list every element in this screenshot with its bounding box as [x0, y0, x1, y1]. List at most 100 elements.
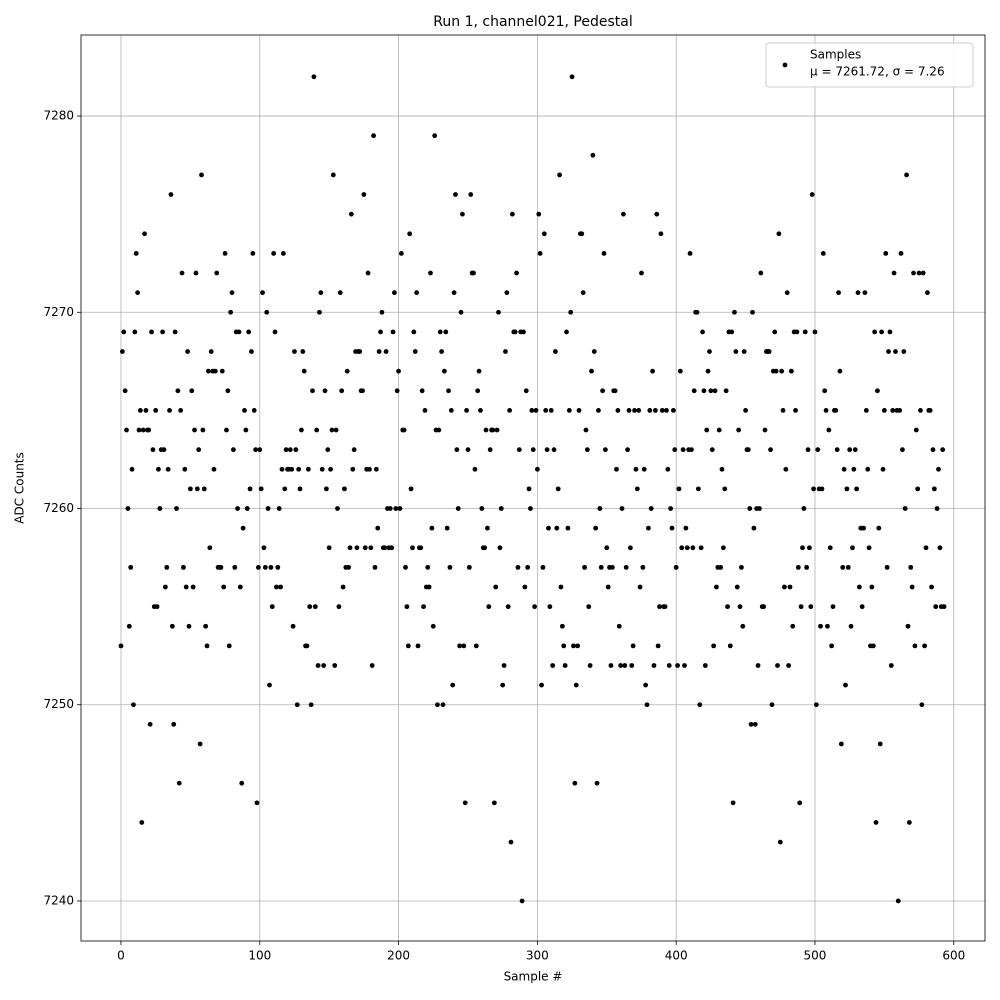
data-point [619, 506, 625, 511]
data-point [440, 702, 446, 708]
data-point [311, 74, 317, 80]
data-point [827, 545, 833, 551]
data-point [156, 466, 161, 472]
data-point [569, 74, 575, 80]
legend-box [765, 42, 974, 88]
data-point [586, 604, 592, 610]
data-point [153, 407, 159, 413]
data-point [394, 388, 400, 394]
data-point [784, 290, 790, 296]
data-point [673, 564, 679, 570]
data-point [714, 584, 719, 590]
data-point [729, 329, 735, 335]
data-point [669, 525, 675, 531]
data-point [557, 172, 562, 178]
data-point [622, 663, 628, 668]
data-point [629, 663, 635, 668]
data-point [551, 447, 557, 453]
data-point [847, 447, 853, 453]
data-point [941, 604, 947, 610]
data-point [733, 349, 739, 354]
x-tick-label: 600 [942, 949, 965, 963]
data-point [783, 466, 789, 472]
plot-frame [80, 34, 986, 942]
data-point [185, 349, 190, 354]
data-point [325, 447, 331, 453]
data-point [887, 329, 893, 335]
data-point [460, 211, 465, 217]
data-point [168, 192, 174, 197]
data-point [267, 682, 272, 688]
data-point [408, 486, 414, 492]
data-point [150, 447, 156, 453]
data-point [379, 309, 385, 315]
data-point [387, 506, 393, 511]
data-point [491, 800, 497, 806]
data-point [700, 329, 705, 335]
data-point [911, 270, 916, 276]
data-point [282, 486, 288, 492]
legend-label: Samples [810, 48, 861, 62]
data-point [308, 702, 314, 708]
data-point [301, 368, 307, 374]
data-point [755, 663, 761, 668]
data-point [307, 604, 313, 610]
data-point [812, 329, 818, 335]
data-point [600, 388, 606, 394]
data-point [621, 211, 626, 217]
data-point [927, 407, 933, 413]
data-point [347, 545, 353, 551]
data-point [672, 447, 678, 453]
data-point [479, 506, 485, 511]
data-point [362, 545, 368, 551]
data-point [465, 447, 471, 453]
data-point [704, 427, 710, 433]
data-point [122, 388, 128, 394]
data-point [795, 564, 801, 570]
data-point [161, 447, 167, 453]
data-point [500, 682, 506, 688]
data-point [815, 447, 821, 453]
data-point [164, 564, 170, 570]
data-point [800, 545, 805, 551]
data-point [819, 486, 825, 492]
data-point [898, 251, 904, 256]
data-point [597, 506, 603, 511]
data-point [129, 466, 135, 472]
data-point [242, 407, 247, 413]
data-point [877, 741, 883, 747]
data-point [429, 525, 435, 531]
data-point [533, 407, 539, 413]
data-point [684, 545, 690, 551]
data-point [439, 349, 445, 354]
data-point [174, 506, 179, 511]
data-point [272, 329, 278, 335]
data-point [543, 407, 549, 413]
data-point [639, 270, 644, 276]
data-point [190, 584, 196, 590]
data-point [886, 349, 891, 354]
data-point [920, 270, 926, 276]
data-point [501, 663, 507, 668]
y-tick-label: 7260 [43, 501, 74, 515]
data-point [734, 584, 740, 590]
data-point [625, 447, 630, 453]
data-point [328, 466, 333, 472]
data-point [464, 407, 469, 413]
data-point [473, 643, 479, 649]
data-point [289, 466, 295, 472]
data-point [844, 486, 850, 492]
data-point [142, 231, 147, 237]
data-point [875, 388, 880, 394]
data-point [682, 663, 687, 668]
data-point [602, 447, 608, 453]
data-point [737, 604, 743, 610]
data-point [820, 251, 826, 256]
data-point [596, 407, 601, 413]
data-point [509, 211, 515, 217]
data-point [368, 545, 374, 551]
data-point [240, 525, 246, 531]
data-point [811, 486, 816, 492]
data-point [593, 525, 599, 531]
data-point [863, 407, 869, 413]
